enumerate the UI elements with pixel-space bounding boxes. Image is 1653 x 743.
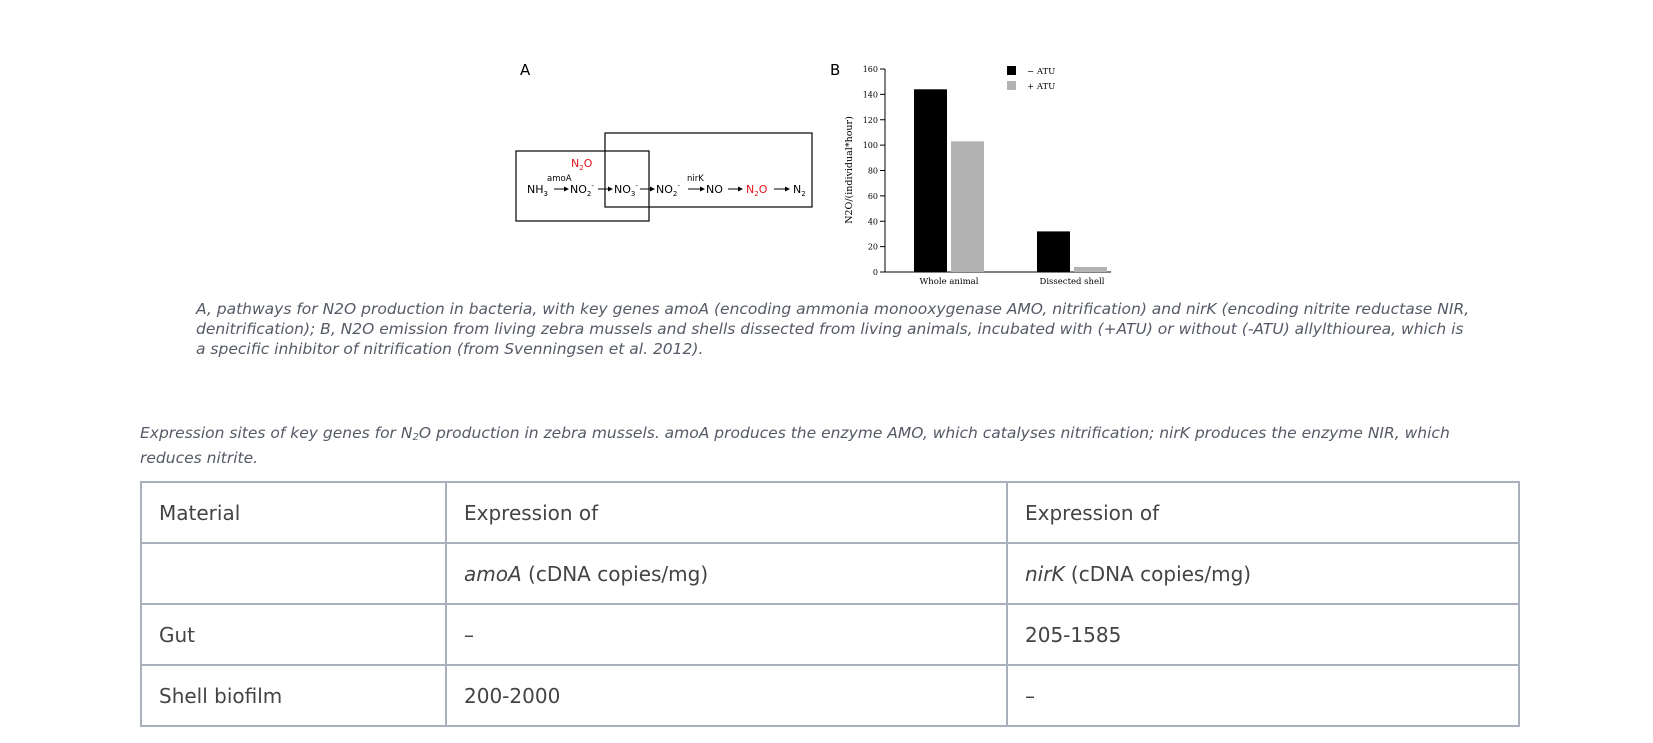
y-tick-label: 100	[863, 141, 878, 150]
unit-label: (cDNA copies/mg)	[1064, 561, 1252, 586]
gene-nirk-label: nirK	[687, 174, 704, 184]
arrowhead-icon	[738, 186, 743, 192]
n2o-label: N2O	[746, 183, 768, 198]
no-label: NO	[706, 183, 723, 196]
table-cell: 200-2000	[445, 664, 1008, 727]
y-tick-label: 120	[863, 116, 878, 125]
x-tick-label: Whole animal	[920, 277, 979, 287]
n2o-byproduct-label: N2O	[571, 157, 593, 172]
units-cell-nirk: nirK (cDNA copies/mg)	[1006, 542, 1520, 605]
gene-name-nirk: nirK	[1025, 561, 1065, 586]
bar	[1074, 266, 1107, 272]
table-cell: 205-1585	[1006, 603, 1520, 666]
expression-table: Material Expression of Expression of amo…	[140, 481, 1520, 727]
bar	[914, 89, 947, 272]
gene-amoa-label: amoA	[547, 174, 572, 184]
figure: A N2O amoA nirK NH3 NO2- NO3- NO2- NO N2…	[515, 61, 1111, 287]
panel-b-label: B	[830, 61, 840, 79]
x-tick-label: Dissected shell	[1040, 277, 1105, 287]
no2-label-b: NO2-	[656, 182, 680, 198]
figure-caption: A, pathways for N2O production in bacter…	[196, 300, 1470, 358]
arrowhead-icon	[564, 186, 569, 192]
y-tick-label: 160	[863, 65, 878, 74]
bar	[1037, 231, 1070, 272]
denitrification-box	[604, 132, 813, 208]
pathway-diagram: N2O amoA nirK NH3 NO2- NO3- NO2- NO N2O …	[515, 132, 813, 222]
nitrification-box	[515, 150, 650, 222]
legend-swatch	[1007, 81, 1016, 90]
n2-label: N2	[793, 183, 806, 198]
header-expression-amoa: Expression of	[445, 481, 1008, 544]
arrowhead-icon	[608, 186, 613, 192]
y-tick-label: 40	[868, 217, 878, 226]
y-tick-label: 0	[873, 268, 878, 277]
table-cell: Gut	[140, 603, 447, 666]
bar-chart: 0 20 40 60 80 100 120 140 160 N2O/(individual*hou…	[844, 65, 1111, 287]
unit-label: (cDNA copies/mg)	[521, 561, 709, 586]
nh3-label: NH3	[527, 183, 548, 198]
table-caption: Expression sites of key genes for N2O pr…	[140, 424, 1450, 467]
table-units-row: amoA (cDNA copies/mg) nirK (cDNA copies/…	[140, 542, 1520, 605]
y-tick-label: 60	[868, 192, 878, 201]
no2-label-a: NO2-	[570, 182, 594, 198]
gene-name-amoa: amoA	[464, 561, 522, 586]
legend-swatch	[1007, 66, 1016, 75]
no3-label: NO3-	[614, 182, 638, 198]
y-tick-label: 140	[863, 90, 878, 99]
units-cell-material	[140, 542, 447, 605]
table-cell: –	[1006, 664, 1520, 727]
y-axis-label: N2O/(individual*hour)	[844, 116, 855, 224]
y-tick-label: 80	[868, 167, 878, 176]
legend-label: − ATU	[1027, 67, 1055, 77]
units-cell-amoa: amoA (cDNA copies/mg)	[445, 542, 1008, 605]
table-cell: –	[445, 603, 1008, 666]
header-expression-nirk: Expression of	[1006, 481, 1520, 544]
table-header-row: Material Expression of Expression of	[140, 481, 1520, 544]
arrowhead-icon	[700, 186, 705, 192]
bar	[951, 141, 984, 272]
table-row: Shell biofilm 200-2000 –	[140, 664, 1520, 727]
table-cell: Shell biofilm	[140, 664, 447, 727]
header-material: Material	[140, 481, 447, 544]
table-row: Gut – 205-1585	[140, 603, 1520, 666]
panel-a-label: A	[520, 61, 531, 79]
arrowhead-icon	[785, 186, 790, 192]
arrowhead-icon	[650, 186, 655, 192]
legend-label: + ATU	[1027, 82, 1055, 92]
y-tick-label: 20	[868, 243, 878, 252]
